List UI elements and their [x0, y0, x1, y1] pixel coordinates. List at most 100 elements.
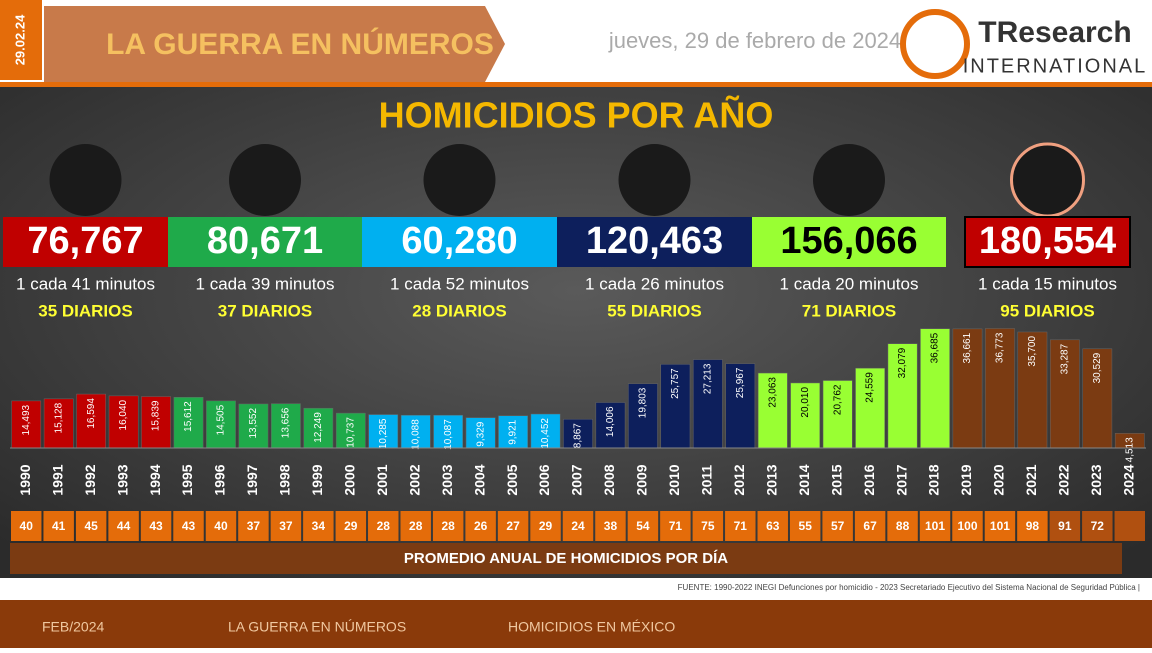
daily-value: 98 [1026, 519, 1040, 533]
value-label: 32,079 [897, 347, 908, 378]
value-label: 9,329 [475, 421, 486, 446]
rate: 1 cada 26 minutos [585, 274, 724, 293]
rate: 1 cada 20 minutos [780, 274, 919, 293]
value-label: 15,839 [151, 400, 162, 431]
x-tick-label: 2017 [893, 464, 909, 495]
x-tick-label: 2009 [634, 464, 650, 495]
daily-value: 29 [344, 519, 358, 533]
value-label: 14,493 [21, 404, 32, 435]
bar [790, 382, 821, 449]
daily-value: 100 [957, 519, 977, 533]
bar [271, 403, 301, 449]
bar [985, 328, 1015, 449]
daily-value: 57 [831, 519, 845, 533]
value-label: 4,513 [1124, 437, 1135, 462]
daily-cell [1114, 511, 1145, 541]
total-box [964, 216, 1131, 268]
value-label: 27,213 [702, 363, 713, 394]
x-tick-label: 2013 [763, 464, 779, 495]
x-tick-label: 2011 [699, 465, 715, 496]
daily-cell [1049, 511, 1081, 541]
x-tick-label: 1994 [147, 464, 163, 495]
x-tick-label: 2018 [926, 464, 942, 495]
daily-cell [368, 511, 399, 541]
daily-cell [854, 511, 886, 541]
x-tick-label: 1999 [309, 464, 325, 495]
portrait [1010, 142, 1085, 218]
daily-cell [627, 511, 659, 541]
daily-cell [335, 511, 367, 541]
daily-value: 101 [990, 519, 1010, 533]
daily-cell [303, 511, 334, 541]
bar [628, 383, 658, 449]
bar [173, 397, 204, 449]
bar [952, 328, 983, 449]
bar [822, 380, 853, 449]
rate: 1 cada 41 minutos [16, 274, 155, 293]
bar [855, 367, 885, 449]
daily-cell [11, 511, 42, 541]
daily-cell [1017, 511, 1048, 541]
total-box [3, 217, 168, 267]
bar [206, 400, 236, 449]
daily: 28 DIARIOS [412, 301, 506, 320]
daily-value: 44 [117, 519, 131, 533]
value-label: 19,803 [638, 387, 649, 418]
value-label: 9,921 [508, 419, 519, 444]
daily-value: 28 [409, 519, 423, 533]
daily-cell [984, 511, 1016, 541]
value-label: 12,249 [313, 412, 324, 443]
bar [1050, 339, 1080, 449]
value-label: 36,685 [930, 332, 941, 363]
footer-bg [0, 600, 1152, 648]
footer-date: FEB/2024 [42, 619, 104, 635]
bar [335, 412, 366, 449]
footer-series: LA GUERRA EN NÚMEROS [228, 619, 406, 635]
x-tick-label: 2021 [1023, 464, 1039, 495]
daily-cell [238, 511, 269, 541]
bar [887, 343, 918, 449]
x-tick-label: 2022 [1056, 464, 1072, 495]
daily-cell [108, 511, 139, 541]
daily-cell [595, 511, 626, 541]
x-tick-label: 2005 [504, 464, 520, 495]
total-box [362, 217, 557, 267]
value-label: 23,063 [767, 377, 778, 408]
x-tick-label: 1993 [114, 464, 130, 495]
header-date: jueves, 29 de febrero de 2024 [608, 28, 901, 53]
x-tick-label: 2003 [439, 464, 455, 495]
x-tick-label: 2024 [1120, 464, 1136, 495]
value-label: 10,737 [345, 417, 356, 448]
daily-cell [789, 511, 821, 541]
x-tick-label: 1990 [17, 464, 33, 495]
daily-value: 40 [214, 519, 228, 533]
daily-value: 54 [636, 519, 650, 533]
bar [76, 393, 106, 449]
rule [0, 82, 1152, 87]
source-bg [0, 578, 1152, 598]
bar [595, 402, 626, 449]
daily-cell [140, 511, 172, 541]
chart-title: HOMICIDIOS POR AÑO [379, 94, 774, 136]
portrait [423, 144, 496, 216]
daily-value: 28 [377, 519, 391, 533]
x-tick-label: 2000 [342, 464, 358, 495]
x-tick-label: 2006 [536, 464, 552, 495]
daily-value: 91 [1058, 519, 1072, 533]
bar [400, 414, 431, 449]
value-label: 16,594 [86, 398, 97, 429]
footer-topic: HOMICIDIOS EN MÉXICO [508, 619, 675, 635]
x-tick-label: 1997 [244, 464, 260, 495]
total: 120,463 [586, 220, 723, 262]
value-label: 13,552 [248, 408, 259, 439]
value-label: 15,612 [183, 401, 194, 432]
x-tick-label: 2012 [731, 464, 747, 495]
value-label: 13,656 [281, 407, 292, 438]
x-tick-label: 2019 [958, 464, 974, 495]
value-label: 8,867 [573, 423, 584, 448]
bar [692, 359, 723, 449]
daily-cell [1082, 511, 1113, 541]
value-label: 25,967 [735, 367, 746, 398]
daily-cell [660, 511, 691, 541]
total-box [168, 217, 362, 267]
